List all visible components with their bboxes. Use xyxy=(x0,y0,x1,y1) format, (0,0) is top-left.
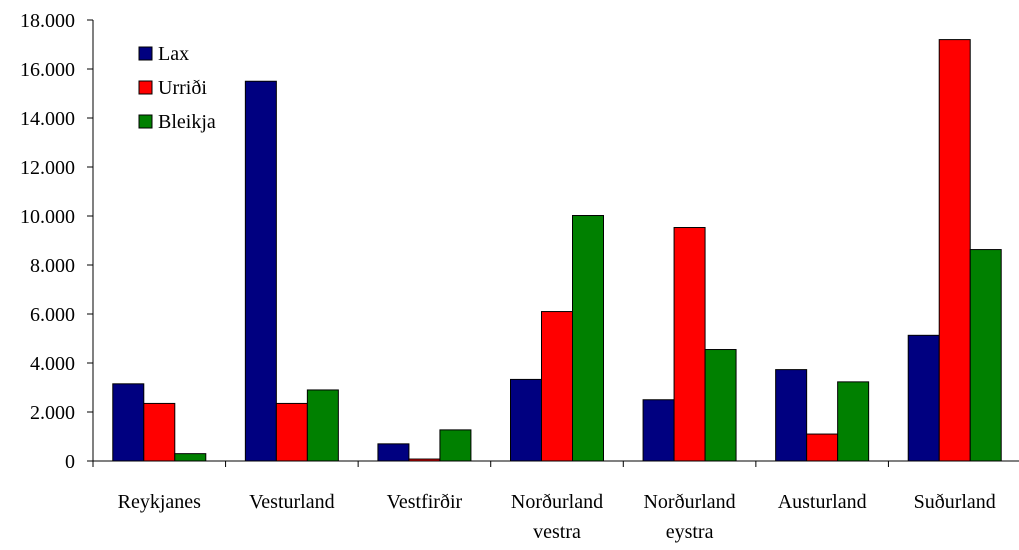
bar-bleikja-6 xyxy=(969,249,1002,462)
bar-urri-i-4 xyxy=(673,227,706,462)
y-tick-label: 18.000 xyxy=(20,10,75,32)
y-tick-label: 12.000 xyxy=(20,157,75,179)
x-tick-label: Norðurland xyxy=(511,491,603,513)
y-tick-label: 10.000 xyxy=(20,206,75,228)
x-axis: Reykjanes Vesturland Vestfirðir Norðurland v… xyxy=(92,460,1019,543)
bar-lax-0 xyxy=(112,383,145,462)
legend: Lax Urriði Bleikja xyxy=(138,43,216,133)
x-tick-label: eystra xyxy=(666,521,714,543)
x-tick-label: Norðurland xyxy=(643,491,735,513)
legend-swatch xyxy=(138,80,153,95)
bar-bleikja-3 xyxy=(572,215,604,462)
bar-bleikja-4 xyxy=(704,349,737,462)
bar-urri-i-3 xyxy=(541,311,573,462)
y-tick-label: 16.000 xyxy=(20,59,75,81)
bar-lax-2 xyxy=(377,443,410,462)
x-tick-label: Suðurland xyxy=(914,491,996,513)
y-tick-label: 8.000 xyxy=(30,255,75,277)
y-tick-label: 0 xyxy=(65,451,75,473)
legend-swatch xyxy=(138,46,153,61)
x-tick-label: Vestfirðir xyxy=(387,491,463,513)
x-tick-label: Austurland xyxy=(778,491,867,513)
bar-bleikja-2 xyxy=(439,429,472,462)
bar-lax-1 xyxy=(244,80,277,462)
legend-label: Lax xyxy=(158,43,189,65)
y-tick-label: 14.000 xyxy=(20,108,75,130)
legend-label: Bleikja xyxy=(158,111,216,133)
legend-label: Urriði xyxy=(158,77,207,99)
bars xyxy=(112,39,1002,462)
bar-lax-5 xyxy=(775,369,808,462)
bar-urri-i-5 xyxy=(806,433,839,462)
y-tick-label: 2.000 xyxy=(30,402,75,424)
bar-urri-i-2 xyxy=(408,458,441,462)
y-tick-label: 4.000 xyxy=(30,353,75,375)
bar-lax-3 xyxy=(510,378,542,462)
legend-swatch xyxy=(138,114,153,129)
x-tick-label: Reykjanes xyxy=(118,491,202,513)
bar-urri-i-1 xyxy=(275,402,308,462)
y-tick-label: 6.000 xyxy=(30,304,75,326)
bar-bleikja-1 xyxy=(306,389,339,462)
x-tick-label: vestra xyxy=(533,521,581,543)
y-axis: 0 2.000 4.000 6.000 8.000 10.000 12.000 14.000 1… xyxy=(20,10,94,473)
bar-bleikja-5 xyxy=(837,381,870,462)
x-tick-label: Vesturland xyxy=(249,491,335,513)
bar-lax-6 xyxy=(907,334,940,462)
bar-urri-i-6 xyxy=(938,39,971,462)
bar-bleikja-0 xyxy=(174,453,207,462)
bar-lax-4 xyxy=(642,399,675,462)
bar-urri-i-0 xyxy=(143,402,176,462)
